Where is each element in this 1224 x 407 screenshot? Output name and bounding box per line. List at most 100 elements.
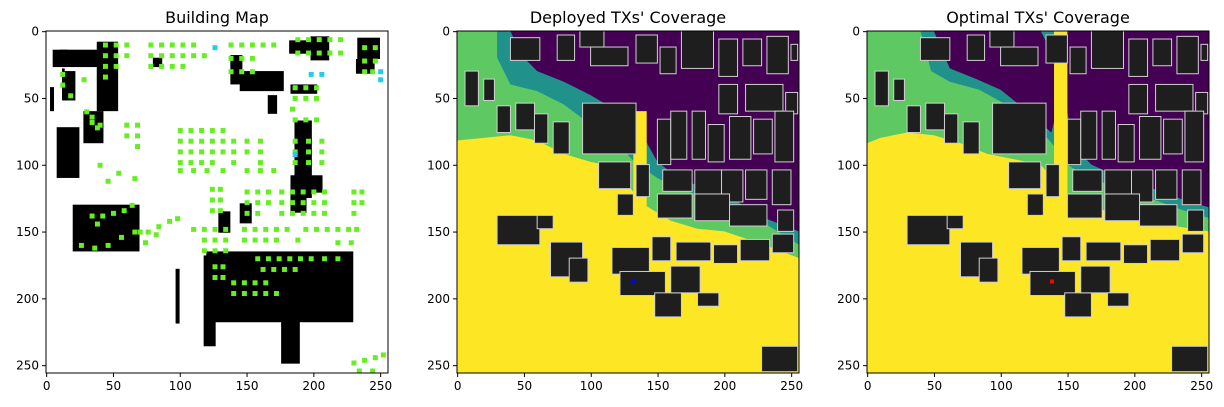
candidate-tx-marker (212, 264, 218, 270)
candidate-tx-marker (324, 226, 330, 232)
candidate-tx-marker (279, 189, 285, 195)
y-tick-label: 250 (837, 359, 860, 373)
candidate-tx-marker (201, 226, 207, 232)
building (83, 111, 104, 144)
candidate-tx-marker (265, 189, 271, 195)
candidate-tx-marker (252, 291, 258, 297)
candidate-tx-marker (306, 149, 312, 155)
building (556, 34, 576, 61)
candidate-tx-marker (132, 176, 138, 182)
x-tick-label: 50 (106, 379, 121, 393)
x-tick-label: 200 (1123, 379, 1146, 393)
candidate-tx-marker (314, 85, 320, 91)
candidate-tx-marker (137, 229, 143, 235)
candidate-tx-marker (255, 189, 261, 195)
building (290, 191, 307, 213)
candidate-tx-marker (263, 280, 269, 286)
candidate-tx-marker (346, 226, 352, 232)
building (230, 55, 243, 85)
building (790, 43, 799, 61)
candidate-tx-marker (327, 37, 333, 43)
building (552, 121, 570, 155)
candidate-tx-marker (257, 160, 263, 166)
candidate-tx-marker (295, 50, 301, 56)
candidate-tx-marker (180, 42, 186, 48)
building (691, 110, 706, 160)
x-tick-label: 150 (647, 379, 670, 393)
x-tick-label: 0 (864, 379, 872, 393)
candidate-tx-marker (316, 37, 322, 43)
building (267, 95, 278, 114)
candidate-tx-marker (159, 53, 165, 59)
candidate-tx-marker (97, 162, 103, 168)
building (718, 83, 739, 115)
building (1029, 270, 1076, 297)
building (753, 118, 773, 155)
candidate-tx-marker (244, 138, 250, 144)
building (1117, 124, 1135, 163)
candidate-tx-marker (223, 226, 229, 232)
building (1155, 83, 1194, 112)
building (761, 345, 799, 373)
building (619, 270, 666, 297)
building (533, 113, 549, 144)
building (1080, 265, 1111, 294)
building (1139, 204, 1178, 227)
axes-frame (866, 30, 1210, 374)
candidate-tx-marker (322, 200, 328, 206)
candidate-tx-marker (177, 160, 183, 166)
candidate-tx-marker (228, 55, 234, 61)
candidate-tx-marker (273, 291, 279, 297)
building (1101, 110, 1116, 160)
candidate-tx-marker (156, 224, 162, 230)
building (515, 102, 535, 131)
candidate-tx-marker (263, 291, 269, 297)
x-tick-label: 250 (1190, 379, 1213, 393)
candidate-tx-marker (241, 280, 247, 286)
building (707, 124, 725, 163)
candidate-tx-marker (167, 218, 173, 224)
building (509, 37, 541, 61)
building (611, 246, 650, 275)
panel-1: 0 50 100 150 200 250 0 50 100 150 200 250 Building M… (16, 8, 392, 393)
candidate-tx-marker (78, 242, 84, 248)
candidate-tx-marker (204, 168, 210, 174)
building (962, 121, 980, 155)
candidate-tx-marker (231, 291, 237, 297)
chart-title: Optimal TXs' Coverage (946, 8, 1130, 27)
candidate-tx-marker (295, 237, 301, 243)
candidate-tx-marker (228, 69, 234, 75)
building (656, 118, 672, 166)
candidate-tx-marker (255, 210, 261, 216)
candidate-tx-marker (257, 168, 263, 174)
building (1064, 292, 1092, 318)
candidate-tx-marker (145, 229, 151, 235)
building (496, 214, 541, 246)
candidate-tx-marker (231, 160, 237, 166)
candidate-tx-marker (60, 82, 66, 88)
candidate-tx-marker (370, 368, 376, 373)
candidate-tx-marker (265, 256, 271, 262)
candidate-tx-marker (180, 53, 186, 59)
building (206, 251, 354, 323)
candidate-tx-marker (177, 149, 183, 155)
building (978, 257, 999, 283)
candidate-tx-marker (300, 210, 306, 216)
x-tick-label: 150 (1057, 379, 1080, 393)
building (590, 46, 629, 67)
candidate-tx-marker (260, 266, 266, 272)
candidate-tx-marker (121, 208, 127, 214)
building (175, 268, 180, 324)
building (943, 113, 959, 144)
candidate-tx-marker (241, 237, 247, 243)
building (62, 71, 76, 101)
candidate-tx-marker (351, 200, 357, 206)
candidate-tx-marker (217, 208, 223, 214)
deployed-tx-marker (378, 69, 384, 75)
y-tick-label: 100 (16, 158, 39, 172)
candidate-tx-marker (191, 53, 197, 59)
building (1008, 161, 1042, 190)
candidate-tx-marker (252, 226, 258, 232)
building (598, 161, 632, 190)
candidate-tx-marker (201, 248, 207, 254)
